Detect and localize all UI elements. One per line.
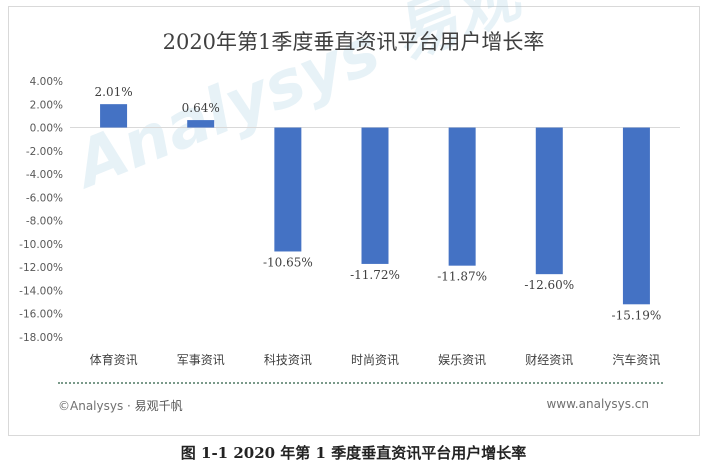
figure-caption: 图 1-1 2020 年第 1 季度垂直资讯平台用户增长率: [180, 444, 527, 462]
data-label: -11.87%: [437, 270, 487, 284]
y-tick-label: -18.00%: [19, 332, 63, 344]
footer-brand: ©Analysys · 易观千帆: [58, 397, 183, 414]
chart-frame: [8, 6, 700, 436]
x-category-label: 军事资讯: [177, 353, 225, 367]
y-tick-label: 0.00%: [30, 123, 63, 135]
x-category-label: 时尚资讯: [351, 353, 399, 367]
y-tick-label: -14.00%: [19, 285, 63, 297]
bar: [274, 127, 302, 252]
footer-brand-en: ©Analysys ·: [58, 399, 135, 413]
footer-divider: [58, 382, 663, 384]
footer-url: www.analysys.cn: [546, 397, 649, 411]
y-tick-label: -8.00%: [26, 216, 63, 228]
bar: [622, 127, 650, 305]
y-tick-label: -16.00%: [19, 309, 63, 321]
footer-brand-cn: 易观千帆: [134, 399, 183, 413]
data-label: -10.65%: [263, 255, 313, 269]
chart-title: 2020年第1季度垂直资讯平台用户增长率: [162, 30, 545, 54]
y-tick-label: -2.00%: [26, 146, 63, 158]
data-label: -15.19%: [612, 308, 662, 322]
x-category-label: 娱乐资讯: [438, 353, 486, 367]
bar: [100, 104, 128, 128]
x-category-label: 汽车资讯: [612, 352, 660, 367]
y-tick-label: -10.00%: [19, 239, 63, 251]
x-category-label: 体育资讯: [90, 352, 138, 367]
bar: [361, 127, 389, 264]
y-tick-label: 4.00%: [30, 76, 63, 88]
data-label: 2.01%: [95, 85, 133, 99]
bar: [187, 120, 215, 128]
bar: [535, 127, 563, 275]
x-category-label: 科技资讯: [264, 353, 312, 367]
data-label: -11.72%: [350, 268, 400, 282]
y-tick-label: -12.00%: [19, 262, 63, 274]
data-label: 0.64%: [182, 101, 220, 115]
x-category-label: 财经资讯: [525, 353, 573, 367]
y-tick-label: 2.00%: [30, 99, 63, 111]
bar: [448, 127, 476, 266]
y-tick-label: -4.00%: [26, 169, 63, 181]
data-label: -12.60%: [524, 278, 574, 292]
y-tick-label: -6.00%: [26, 192, 63, 204]
